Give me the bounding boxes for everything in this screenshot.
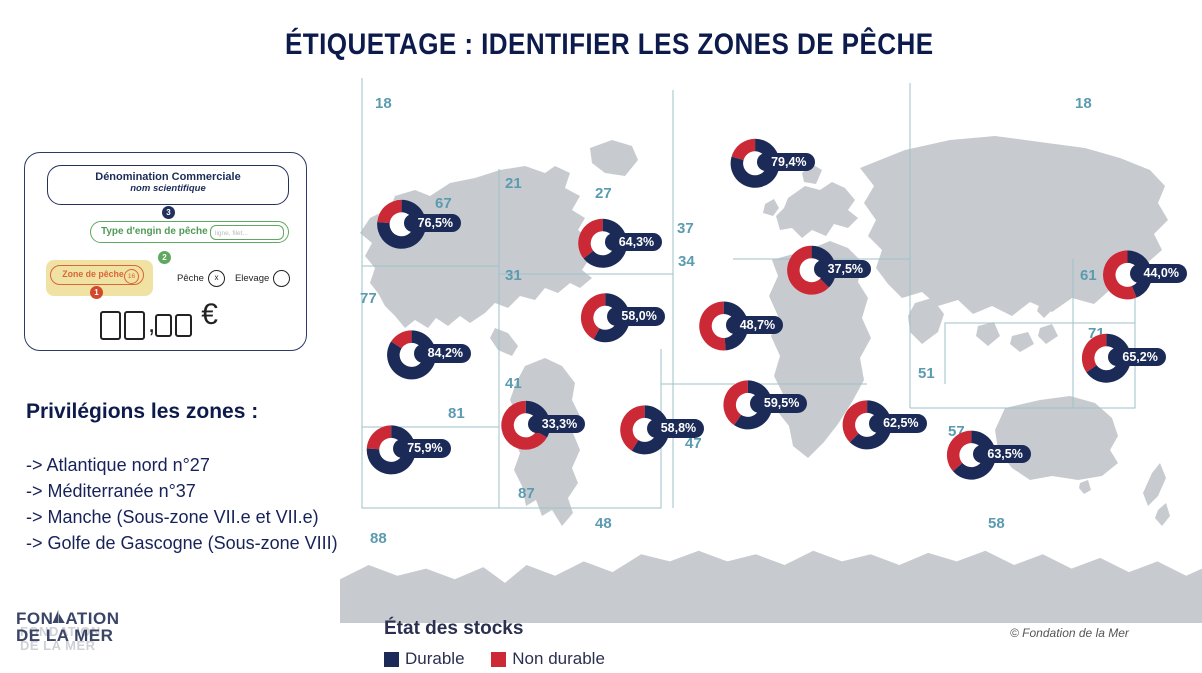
- svg-text:58: 58: [988, 515, 1005, 532]
- svg-text:48: 48: [595, 515, 612, 532]
- svg-text:18: 18: [375, 95, 392, 112]
- svg-text:77: 77: [360, 290, 377, 307]
- svg-text:21: 21: [505, 175, 522, 192]
- svg-text:37: 37: [677, 220, 694, 237]
- svg-text:88: 88: [370, 530, 387, 547]
- svg-text:61: 61: [1080, 267, 1097, 284]
- svg-text:51: 51: [918, 365, 935, 382]
- svg-text:18: 18: [1075, 95, 1092, 112]
- svg-text:81: 81: [448, 405, 465, 422]
- svg-text:34: 34: [678, 253, 695, 270]
- svg-text:67: 67: [435, 195, 452, 212]
- svg-text:27: 27: [595, 185, 612, 202]
- svg-text:31: 31: [505, 267, 522, 284]
- svg-text:87: 87: [518, 485, 535, 502]
- svg-text:41: 41: [505, 375, 522, 392]
